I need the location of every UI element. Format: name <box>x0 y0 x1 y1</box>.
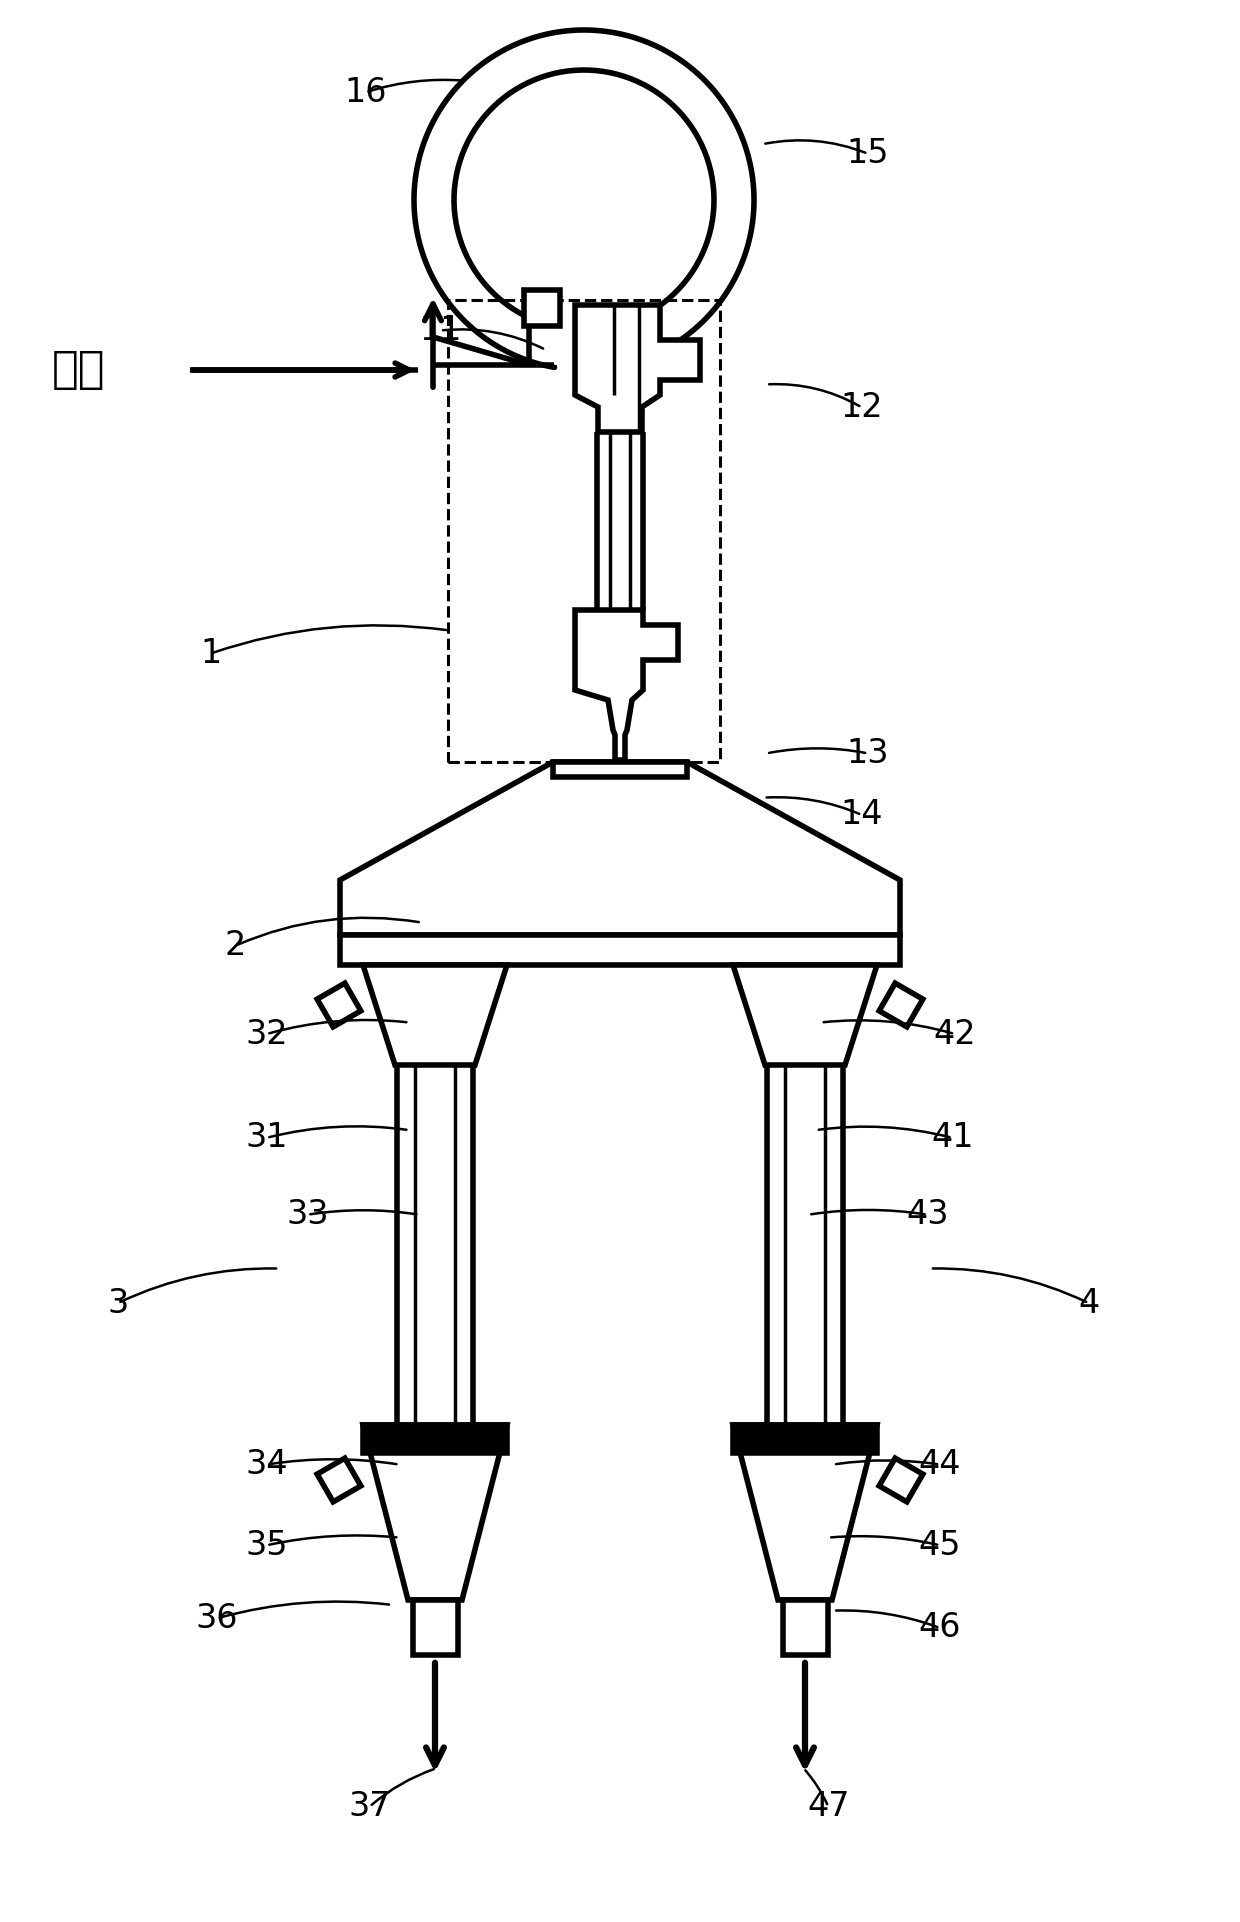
Polygon shape <box>733 965 877 1065</box>
Text: 45: 45 <box>919 1528 961 1563</box>
Text: 14: 14 <box>841 798 883 832</box>
Text: 36: 36 <box>196 1601 238 1636</box>
Polygon shape <box>340 761 900 934</box>
Polygon shape <box>575 609 678 759</box>
Polygon shape <box>317 984 361 1026</box>
Polygon shape <box>363 1424 507 1599</box>
Text: 46: 46 <box>919 1611 961 1645</box>
Text: 15: 15 <box>847 136 889 171</box>
Text: 16: 16 <box>345 75 387 110</box>
Text: 35: 35 <box>246 1528 288 1563</box>
Polygon shape <box>879 984 923 1026</box>
Polygon shape <box>733 1424 877 1599</box>
Bar <box>340 934 900 965</box>
Text: 大气: 大气 <box>52 348 105 392</box>
Text: 41: 41 <box>931 1121 973 1155</box>
Text: 44: 44 <box>919 1447 961 1482</box>
Text: 33: 33 <box>286 1197 329 1232</box>
Polygon shape <box>363 965 507 1065</box>
Text: 13: 13 <box>847 736 889 771</box>
Text: 37: 37 <box>348 1789 391 1824</box>
Polygon shape <box>575 306 701 432</box>
Text: 4: 4 <box>1078 1286 1100 1320</box>
Text: 31: 31 <box>246 1121 288 1155</box>
Text: 2: 2 <box>224 928 247 963</box>
Text: 47: 47 <box>807 1789 849 1824</box>
Bar <box>782 1599 828 1655</box>
Text: 1: 1 <box>200 636 222 671</box>
Polygon shape <box>363 1424 507 1453</box>
Polygon shape <box>733 1424 877 1453</box>
Bar <box>553 761 687 776</box>
Bar <box>523 290 559 327</box>
Bar <box>413 1599 458 1655</box>
Polygon shape <box>317 1459 361 1501</box>
Bar <box>448 300 720 761</box>
Text: 34: 34 <box>246 1447 288 1482</box>
Text: 32: 32 <box>246 1017 288 1051</box>
Polygon shape <box>879 1459 923 1501</box>
Text: 42: 42 <box>934 1017 976 1051</box>
Text: 3: 3 <box>107 1286 129 1320</box>
Text: 43: 43 <box>906 1197 949 1232</box>
Text: 12: 12 <box>841 390 883 425</box>
Text: 11: 11 <box>419 313 461 348</box>
